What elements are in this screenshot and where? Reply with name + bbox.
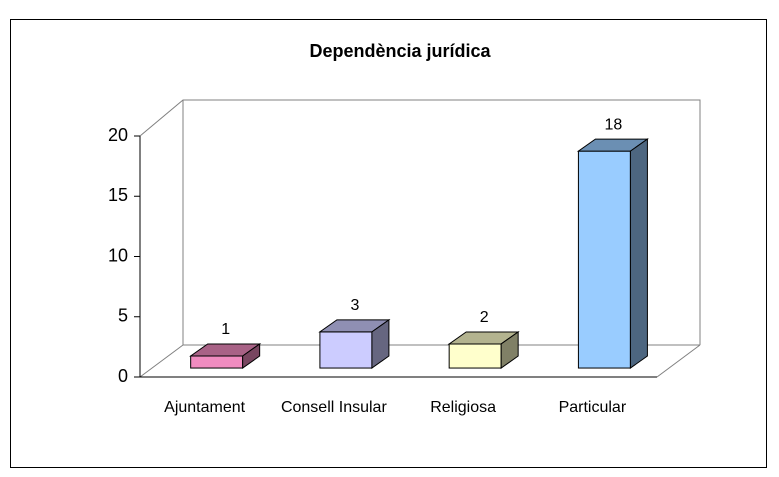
y-tick-label: 20 (108, 125, 128, 145)
bar-side (371, 318, 390, 370)
x-tick-label: Consell Insular (280, 399, 387, 416)
bar-side (242, 343, 261, 370)
y-tick-label: 10 (108, 245, 128, 265)
x-tick-label: Religiosa (430, 399, 497, 416)
x-tick-label: Ajuntament (164, 399, 246, 416)
bar-front (577, 150, 631, 369)
bar-side (629, 138, 648, 370)
data-label: 18 (605, 116, 623, 133)
data-label: 1 (221, 321, 230, 338)
back-wall-edge (139, 99, 701, 345)
bar-front (319, 331, 373, 369)
data-label: 2 (480, 309, 489, 326)
bar-front (448, 343, 502, 369)
floor-left-edge (139, 344, 184, 378)
y-tick-label: 0 (118, 366, 128, 386)
y-tick-label: 15 (108, 185, 128, 205)
chart-title: Dependència jurídica (309, 41, 491, 61)
x-tick-label: Particular (558, 399, 627, 416)
bar-front (190, 355, 244, 369)
floor-right-edge (656, 344, 701, 378)
y-tick-label: 5 (118, 306, 128, 326)
data-label: 3 (350, 297, 359, 314)
bar-side (500, 330, 519, 370)
